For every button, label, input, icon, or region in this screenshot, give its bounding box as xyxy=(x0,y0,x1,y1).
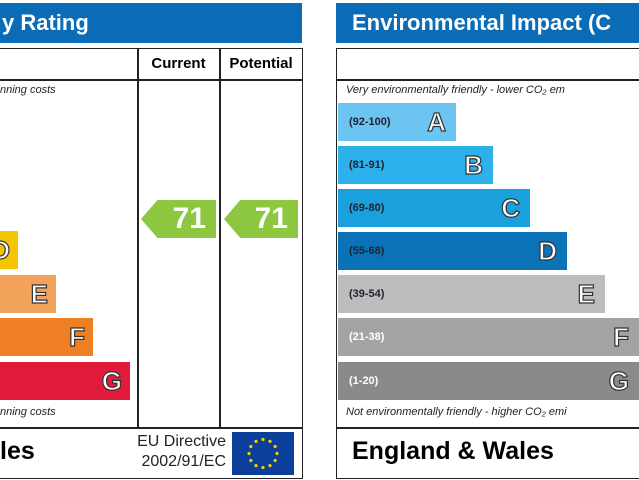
environmental-band-e: (39-54) E xyxy=(338,275,605,313)
star-icon xyxy=(273,458,277,463)
band-letter: G xyxy=(101,365,122,396)
star-icon xyxy=(268,464,272,468)
environmental-top-note: Very environmentally friendly - lower CO… xyxy=(346,84,565,96)
current-rating-value: 71 xyxy=(172,202,206,235)
band-letter: E xyxy=(577,278,596,309)
star-icon xyxy=(254,439,258,443)
eu-directive-text: EU Directive 2002/91/EC xyxy=(120,432,226,472)
star-icon xyxy=(261,465,265,470)
band-letter: C xyxy=(501,192,521,223)
current-column-header: Current xyxy=(151,55,206,72)
band-range: (92-100) xyxy=(349,116,391,128)
star-icon xyxy=(254,464,258,468)
star-icon xyxy=(249,444,253,449)
environmental-table xyxy=(336,48,639,479)
divider xyxy=(336,427,639,429)
environmental-band-c: (69-80) C xyxy=(338,189,530,227)
star-icon xyxy=(273,444,277,449)
band-letter: F xyxy=(69,321,86,352)
current-rating-arrow: 71 xyxy=(141,200,216,238)
band-range: (21-38) xyxy=(349,331,385,343)
band-letter: G xyxy=(608,365,629,396)
environmental-bottom-note: Not environmentally friendly - higher CO… xyxy=(346,406,567,418)
band-letter: A xyxy=(427,106,447,137)
star-icon xyxy=(247,451,251,456)
energy-band-d: D xyxy=(0,231,18,269)
divider xyxy=(0,427,302,429)
divider xyxy=(219,48,221,428)
band-letter: B xyxy=(464,149,484,180)
environmental-impact-header: Environmental Impact (C xyxy=(336,3,639,43)
environmental-band-d: (55-68) D xyxy=(338,232,567,270)
energy-bottom-note: nning costs xyxy=(0,406,56,418)
energy-footer-region: les xyxy=(0,437,35,465)
divider xyxy=(0,79,302,81)
energy-title: y Rating xyxy=(2,10,89,35)
environmental-band-f: (21-38) F xyxy=(338,318,639,356)
environmental-band-b: (81-91) B xyxy=(338,146,493,184)
band-letter: E xyxy=(30,278,49,309)
eu-flag-icon xyxy=(232,432,294,475)
environmental-title: Environmental Impact (C xyxy=(352,10,612,35)
energy-rating-header: y Rating xyxy=(0,3,302,43)
band-letter: D xyxy=(0,234,11,265)
band-range: (1-20) xyxy=(349,375,379,387)
eu-directive-line1: EU Directive xyxy=(137,433,226,450)
star-icon xyxy=(249,458,253,463)
star-icon xyxy=(261,437,265,442)
environmental-band-a: (92-100) A xyxy=(338,103,456,141)
potential-column-header: Potential xyxy=(229,55,293,72)
star-icon xyxy=(275,451,279,456)
potential-rating-arrow: 71 xyxy=(224,200,298,238)
band-letter: D xyxy=(538,235,558,266)
potential-rating-value: 71 xyxy=(254,202,288,235)
energy-band-f: F xyxy=(0,318,93,356)
band-range: (39-54) xyxy=(349,288,385,300)
energy-top-note: nning costs xyxy=(0,84,56,96)
star-icon xyxy=(268,439,272,443)
eu-directive-line2: 2002/91/EC xyxy=(141,453,226,470)
environmental-footer-region: England & Wales xyxy=(352,437,554,465)
divider xyxy=(137,48,139,428)
band-letter: F xyxy=(613,321,630,352)
divider xyxy=(336,79,639,81)
environmental-band-g: (1-20) G xyxy=(338,362,639,400)
band-range: (55-68) xyxy=(349,245,385,257)
energy-band-g: G xyxy=(0,362,130,400)
energy-table xyxy=(0,48,303,479)
band-range: (69-80) xyxy=(349,202,385,214)
energy-band-e: E xyxy=(0,275,56,313)
band-range: (81-91) xyxy=(349,159,385,171)
